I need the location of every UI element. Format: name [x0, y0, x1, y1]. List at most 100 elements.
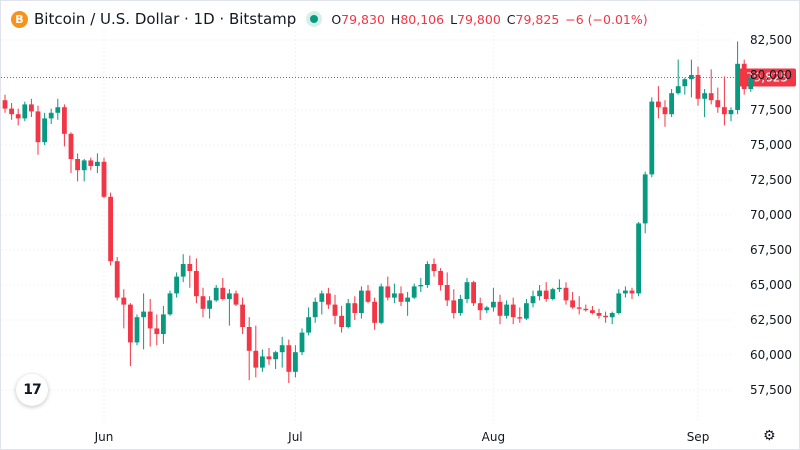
candle [101, 157, 107, 199]
candle-body [253, 350, 259, 368]
candle [642, 171, 648, 234]
candle-body [9, 108, 14, 115]
candle [524, 299, 529, 320]
candle [365, 285, 371, 304]
candle [570, 292, 575, 309]
market-status-icon[interactable] [306, 11, 323, 27]
y-tick-label: 82,500 [750, 33, 792, 47]
ohlc-high-value: 80,106 [400, 11, 445, 27]
candle-body [418, 285, 424, 287]
candle-body [570, 300, 575, 308]
ohlc-close-value: 79,825 [515, 11, 560, 27]
candle-body [537, 290, 542, 297]
candle [378, 283, 384, 325]
candle-body [187, 264, 193, 271]
candle-body [29, 104, 34, 112]
candle [266, 348, 272, 365]
candle-body [464, 282, 470, 299]
settings-icon[interactable]: ⚙ [763, 428, 776, 444]
candle-body [616, 293, 622, 313]
candle [451, 289, 457, 319]
candle [464, 278, 470, 304]
y-tick-label: 57,500 [750, 383, 792, 397]
candle-body [101, 161, 107, 197]
candle [695, 66, 701, 106]
candle-body [451, 300, 457, 313]
y-tick-label: 60,000 [750, 348, 792, 362]
candle [220, 278, 226, 301]
candle-body [266, 356, 272, 360]
candle-body [504, 304, 509, 316]
last-price-label: 79,825 [746, 70, 788, 84]
candle-body [339, 315, 344, 327]
candle [649, 97, 655, 178]
candle-body [319, 293, 325, 302]
ohlc-open-value: 79,830 [341, 11, 385, 27]
candle [477, 297, 483, 320]
candle [741, 59, 747, 95]
candle [345, 299, 351, 329]
candle-body [62, 107, 67, 134]
candle [557, 279, 562, 292]
candle-body [246, 327, 252, 351]
candle-body [662, 107, 668, 115]
candle [675, 59, 681, 95]
candle-body [477, 303, 483, 311]
candle-body [748, 77, 754, 89]
candle-body [194, 271, 199, 297]
candle [279, 336, 285, 368]
symbol-title[interactable]: Bitcoin / U.S. Dollar · 1D · Bitstamp [34, 10, 297, 28]
bitcoin-icon: B [11, 10, 28, 28]
candle-body [306, 317, 311, 333]
candle-body [603, 315, 608, 318]
candle [603, 311, 608, 323]
candle [616, 289, 622, 315]
candle-body [484, 307, 490, 311]
candle-body [675, 86, 681, 94]
candle [95, 153, 100, 173]
candle [134, 314, 140, 346]
candle [286, 339, 292, 383]
candle [35, 105, 41, 155]
candle-body [134, 317, 140, 343]
candle-body [279, 345, 285, 353]
candle-body [180, 264, 186, 277]
candle-body [425, 264, 430, 285]
y-tick-label: 77,500 [750, 103, 792, 117]
candle [326, 287, 331, 309]
candle-body [689, 75, 694, 80]
candle [715, 87, 721, 113]
candle [735, 41, 740, 115]
candle-body [649, 101, 655, 175]
candle-body [728, 110, 734, 115]
candle [167, 290, 173, 316]
candle [154, 314, 160, 346]
market-status-dot [310, 15, 319, 23]
candle-body [378, 286, 384, 323]
candle-body [35, 111, 41, 143]
candle-body [629, 290, 635, 294]
candle-body [326, 293, 331, 305]
candle-body [81, 160, 87, 171]
candle [359, 286, 364, 319]
candle [293, 345, 298, 378]
y-tick-label: 80,000 [750, 68, 792, 82]
candle-body [240, 304, 245, 327]
candle-body [563, 287, 569, 301]
candle-body [431, 264, 437, 271]
ohlc-open: O79,830 [331, 11, 385, 27]
y-tick-label: 75,000 [750, 138, 792, 152]
candle-body [576, 307, 582, 309]
candle-body [530, 296, 536, 304]
candle-body [365, 290, 371, 302]
tradingview-logo-icon[interactable]: 17 [16, 374, 48, 406]
candle-body [345, 303, 351, 327]
candle-body [108, 196, 113, 262]
candle-body [372, 301, 377, 323]
candle-body [233, 293, 239, 305]
candle-body [128, 304, 133, 343]
candle-body [510, 304, 516, 318]
candle [629, 287, 635, 299]
candle [194, 258, 199, 304]
